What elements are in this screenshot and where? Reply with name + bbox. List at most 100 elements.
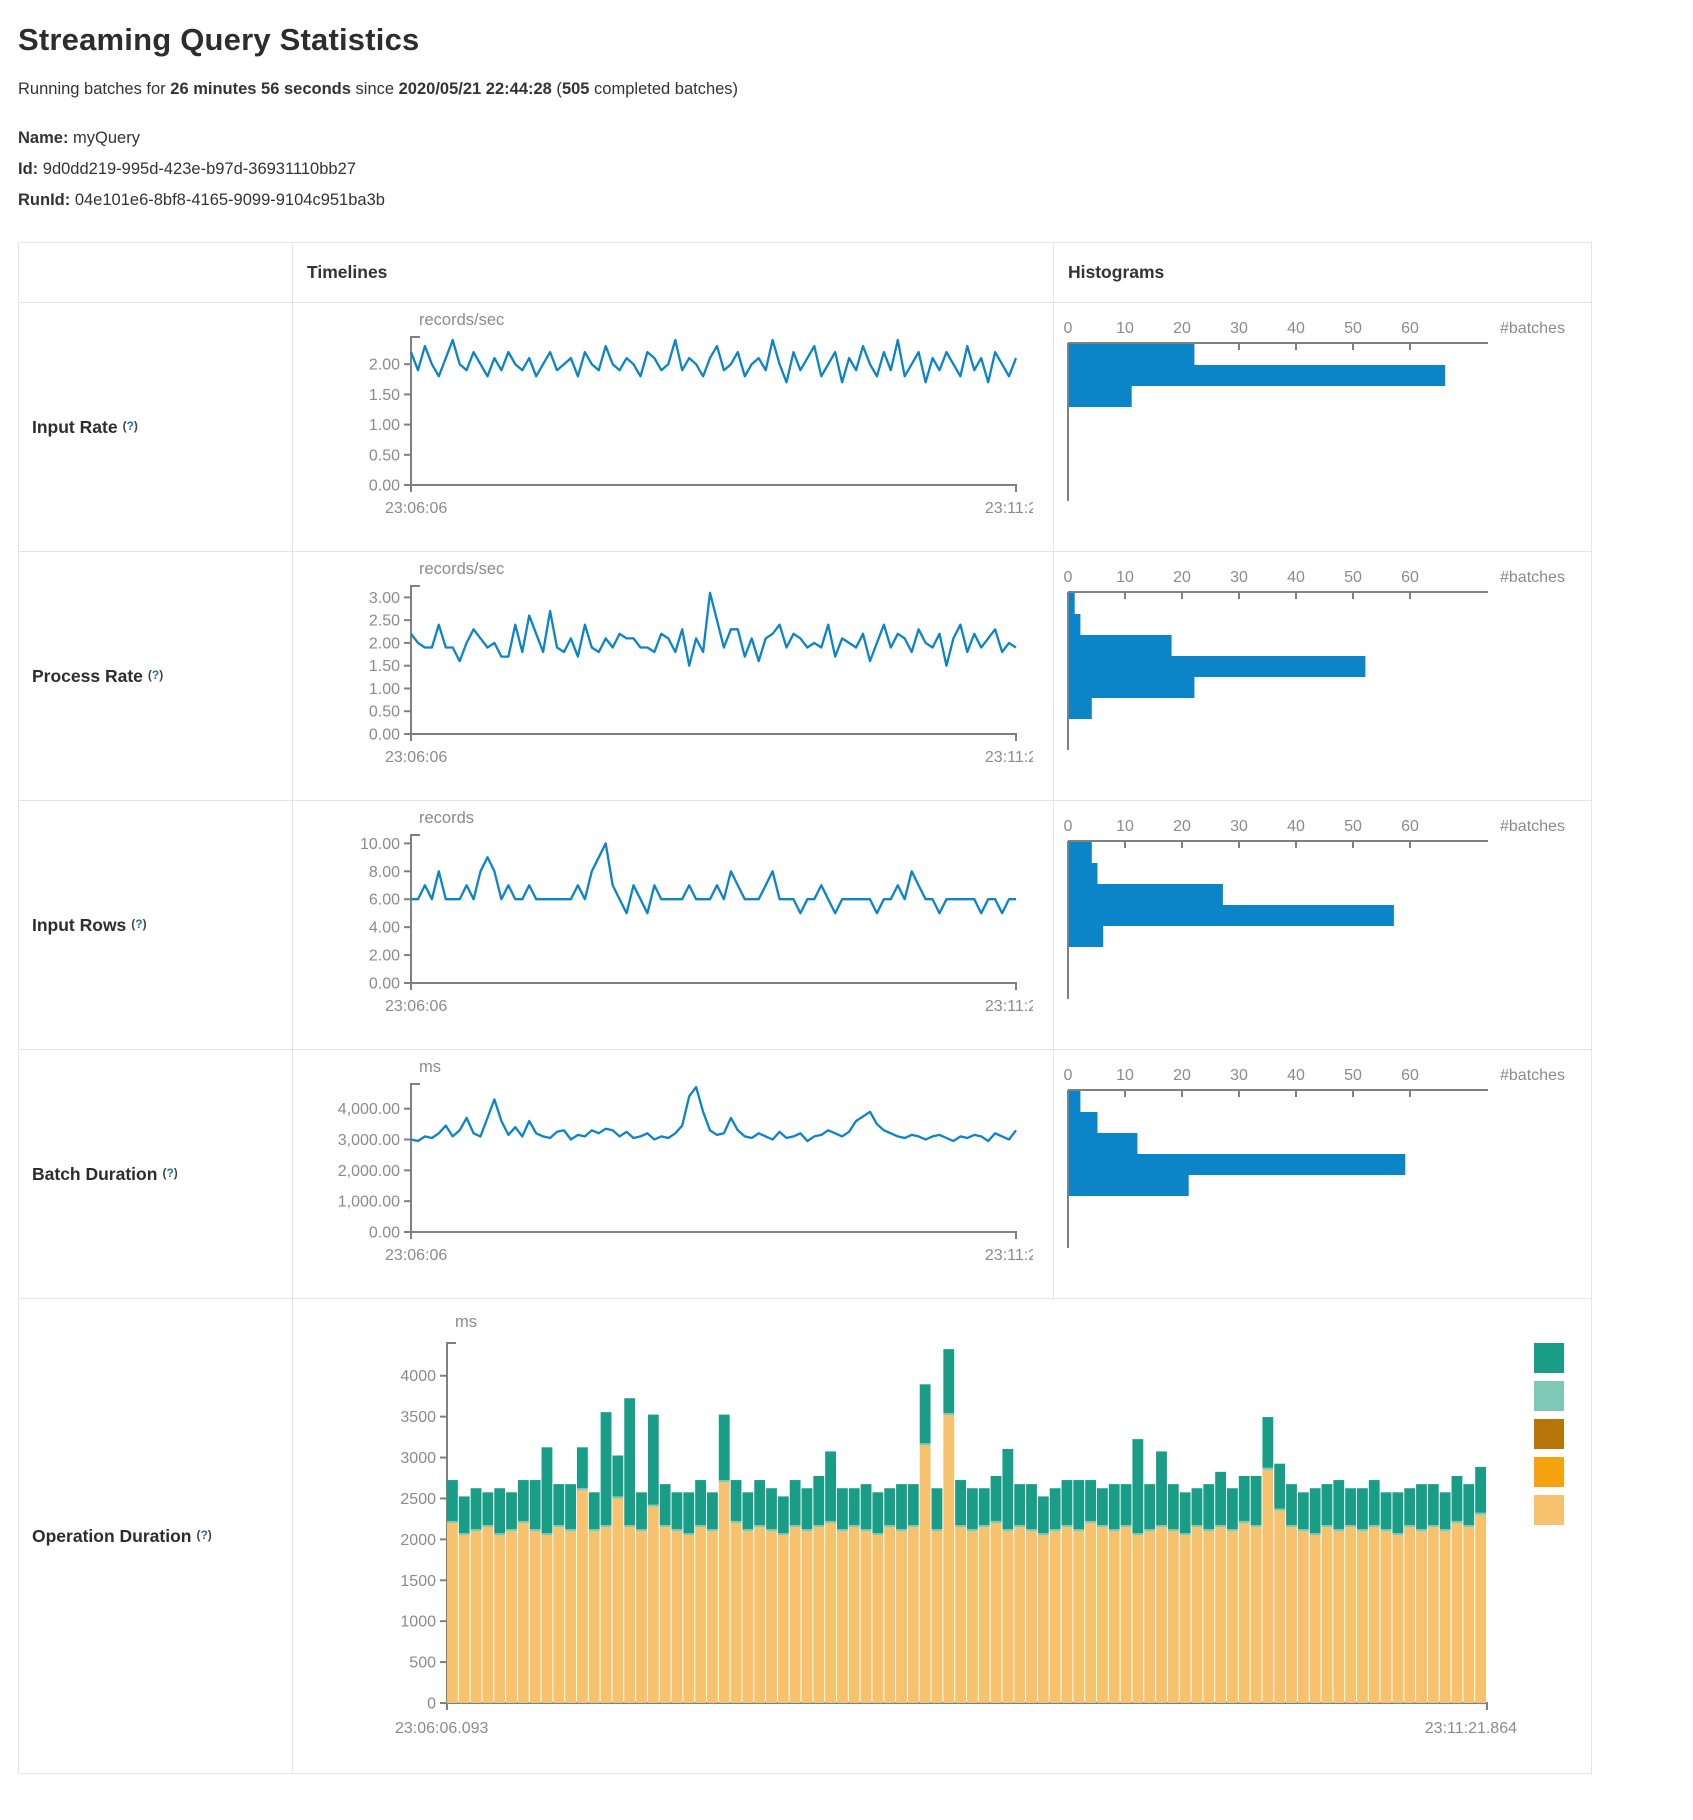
svg-text:0.00: 0.00 (369, 727, 400, 744)
question-mark-icon: ? (126, 419, 134, 433)
svg-text:23:11:21: 23:11:21 (985, 500, 1033, 517)
stacked-bar-segment (813, 1525, 825, 1528)
legend-swatch (1534, 1495, 1564, 1525)
stacked-bar-segment (884, 1525, 896, 1528)
stacked-bar-segment (1215, 1527, 1226, 1703)
stacked-bar-segment (636, 1531, 647, 1703)
stacked-bar-segment (1250, 1525, 1262, 1528)
stacked-bar-segment (636, 1492, 647, 1530)
stacked-bar-segment (1026, 1529, 1037, 1532)
stacked-bar-segment (612, 1498, 624, 1703)
histogram-bin-bar (1069, 365, 1446, 386)
svg-text:50: 50 (1344, 569, 1362, 586)
stacked-bar-segment (565, 1531, 576, 1703)
svg-text:2,000.00: 2,000.00 (338, 1163, 400, 1180)
stacked-bar-segment (1368, 1480, 1380, 1526)
stacked-bar-segment (482, 1492, 494, 1526)
stacked-bar-segment (588, 1492, 600, 1530)
histogram-bin-bar (1069, 614, 1081, 635)
stacked-bar-segment (1286, 1484, 1297, 1526)
stacked-bar-segment (1179, 1533, 1191, 1536)
help-tooltip-trigger[interactable]: (?) (162, 1166, 178, 1180)
stacked-bar-segment (600, 1412, 612, 1526)
help-tooltip-trigger[interactable]: (?) (131, 917, 147, 931)
svg-text:3500: 3500 (400, 1409, 436, 1426)
stacked-bar-segment (1368, 1525, 1380, 1528)
stacked-bar-segment (730, 1520, 742, 1523)
svg-text:0.50: 0.50 (369, 447, 400, 464)
stacked-bar-segment (447, 1520, 458, 1523)
metric-line-series (410, 591, 1017, 667)
stacked-bar-segment (1002, 1531, 1014, 1703)
stacked-bar-segment (1463, 1527, 1475, 1703)
process-rate-histogram-chart: 0 10 20 30 40 50 60 #batches (1054, 552, 1592, 801)
stacked-bar-segment (1416, 1529, 1427, 1532)
stacked-bar-segment (707, 1531, 718, 1703)
stacked-bar-segment (529, 1531, 541, 1703)
svg-text:records: records (419, 809, 474, 827)
query-runid-value: 04e101e6-8bf8-4165-9099-9104c951ba3b (74, 191, 385, 209)
stacked-bar-segment (907, 1525, 919, 1528)
svg-text:0.50: 0.50 (369, 704, 400, 721)
stacked-bar-segment (517, 1480, 529, 1521)
stacked-bar-segment (1333, 1529, 1345, 1532)
stacked-bar-segment (707, 1529, 718, 1532)
histogram-bin-bar (1069, 863, 1098, 884)
stacked-bar-segment (553, 1484, 565, 1526)
svg-text:500: 500 (409, 1655, 436, 1672)
histogram-bin-bar (1069, 386, 1132, 407)
stacked-bar-segment (1191, 1525, 1203, 1528)
svg-text:1.00: 1.00 (369, 417, 400, 434)
stacked-bar-segment (967, 1488, 978, 1530)
stacked-bar-segment (1144, 1484, 1156, 1530)
stacked-bar-segment (789, 1527, 801, 1703)
stacked-bar-segment (967, 1531, 978, 1703)
histogram-bin-bar (1069, 698, 1092, 719)
stacked-bar-segment (494, 1488, 506, 1534)
svg-text:40: 40 (1287, 569, 1305, 586)
svg-text:23:06:06: 23:06:06 (385, 500, 447, 517)
svg-text:50: 50 (1344, 320, 1362, 337)
stacked-bar-segment (907, 1527, 919, 1703)
metric-label: Batch Duration (32, 1163, 158, 1184)
stacked-bar-segment (943, 1412, 955, 1415)
stacked-bar-segment (1061, 1480, 1073, 1526)
stacked-bar-segment (482, 1527, 494, 1703)
stacked-bar-segment (1274, 1510, 1286, 1703)
stacked-bar-segment (1132, 1535, 1144, 1703)
metric-line-series (409, 338, 1018, 384)
help-tooltip-trigger[interactable]: (?) (196, 1528, 212, 1542)
stacked-bar-segment (1262, 1417, 1274, 1468)
stacked-bar-segment (730, 1480, 742, 1521)
help-tooltip-trigger[interactable]: (?) (122, 419, 138, 433)
legend-swatch (1534, 1419, 1564, 1449)
running-batches-summary: Running batches for 26 minutes 56 second… (18, 80, 1693, 99)
help-tooltip-trigger[interactable]: (?) (147, 668, 164, 682)
stacked-bar-segment (1286, 1525, 1297, 1528)
question-mark-icon: ? (166, 1166, 174, 1180)
stacked-bar-segment (1049, 1529, 1061, 1532)
svg-text:40: 40 (1287, 1067, 1305, 1084)
svg-text:20: 20 (1173, 818, 1191, 835)
stacked-bar-segment (1297, 1531, 1309, 1703)
stacked-bar-segment (541, 1447, 553, 1534)
stacked-bar-segment (1191, 1527, 1203, 1703)
stacked-bar-segment (1037, 1496, 1049, 1534)
svg-text:60: 60 (1401, 320, 1419, 337)
stacked-bar-segment (990, 1520, 1002, 1523)
stacked-bar-segment (730, 1523, 742, 1703)
stacked-bar-segment (766, 1531, 777, 1703)
stacked-bar-segment (825, 1451, 836, 1521)
timelines-column-header: Timelines (293, 243, 1054, 303)
stacked-bar-segment (860, 1531, 872, 1703)
stacked-bar-segment (990, 1475, 1002, 1521)
stacked-bar-segment (1380, 1529, 1392, 1532)
svg-text:10: 10 (1116, 320, 1134, 337)
stacked-bar-segment (1345, 1525, 1356, 1528)
stacked-bar-segment (1321, 1527, 1333, 1703)
page-title: Streaming Query Statistics (18, 22, 420, 57)
stacked-bar-segment (683, 1492, 695, 1534)
stacked-bar-segment (1345, 1488, 1356, 1526)
stacked-bar-segment (588, 1529, 600, 1532)
stacked-bar-segment (1073, 1529, 1085, 1532)
